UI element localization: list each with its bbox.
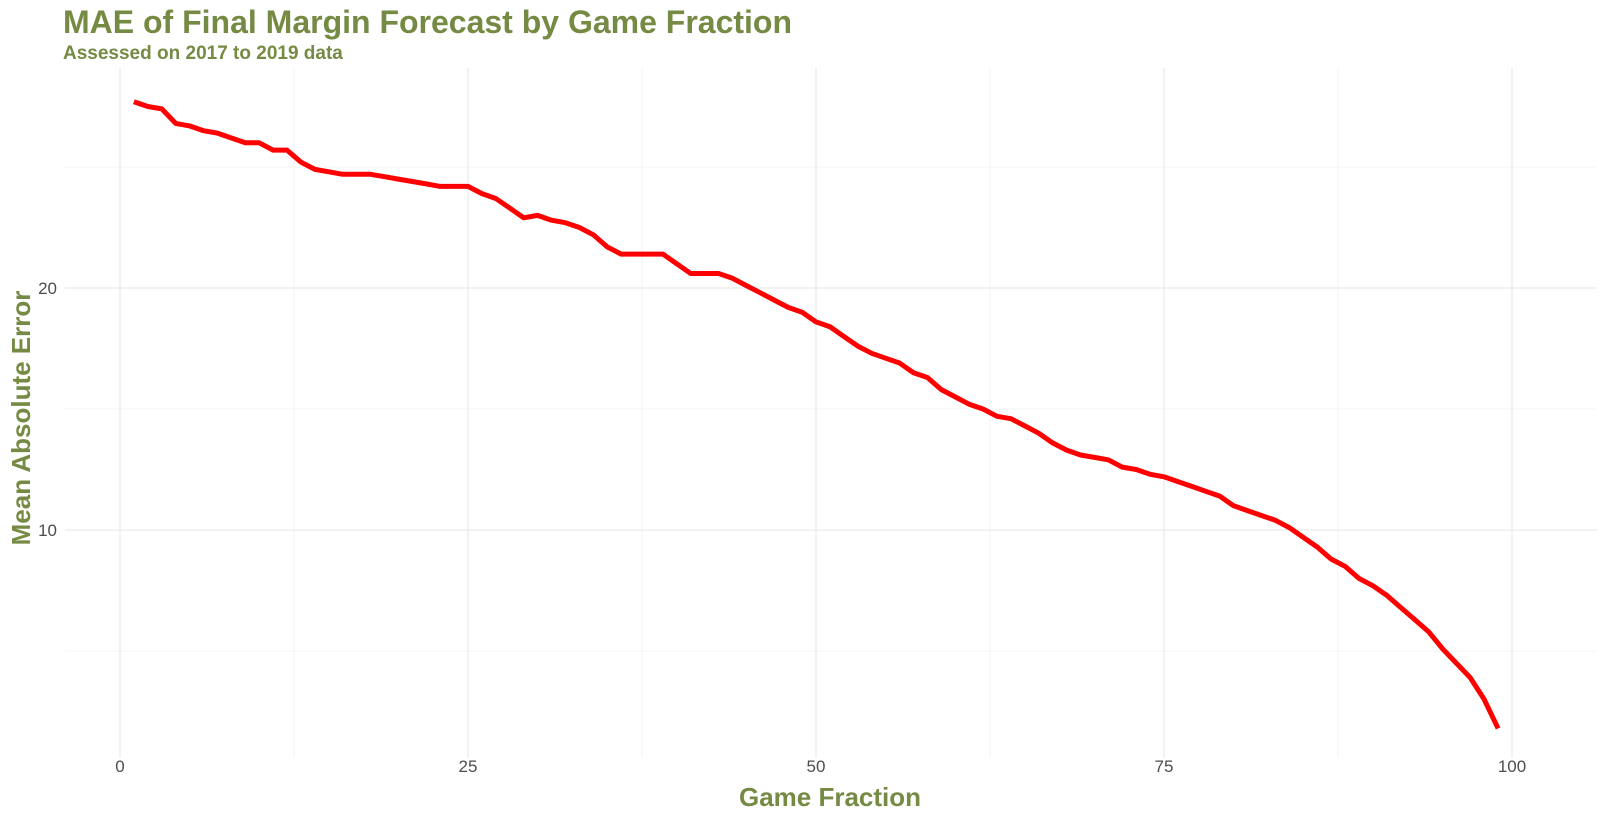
x-tick-labels: 0 25 50 75 100 xyxy=(115,757,1526,776)
x-tick-label: 100 xyxy=(1498,757,1526,776)
chart-subtitle: Assessed on 2017 to 2019 data xyxy=(63,43,343,64)
major-gridlines xyxy=(65,68,1597,758)
y-axis-title: Mean Absolute Error xyxy=(6,291,36,546)
x-tick-label: 0 xyxy=(115,757,124,776)
x-axis-title: Game Fraction xyxy=(739,782,921,812)
y-tick-label: 20 xyxy=(38,279,57,298)
x-tick-label: 50 xyxy=(807,757,826,776)
series-group xyxy=(133,99,1501,730)
minor-gridlines xyxy=(65,68,1597,758)
y-tick-label: 10 xyxy=(38,521,57,540)
chart-title: MAE of Final Margin Forecast by Game Fra… xyxy=(63,4,792,40)
series-line xyxy=(133,99,1501,730)
x-tick-label: 25 xyxy=(459,757,478,776)
x-tick-label: 75 xyxy=(1155,757,1174,776)
y-tick-labels: 10 20 xyxy=(38,279,57,540)
